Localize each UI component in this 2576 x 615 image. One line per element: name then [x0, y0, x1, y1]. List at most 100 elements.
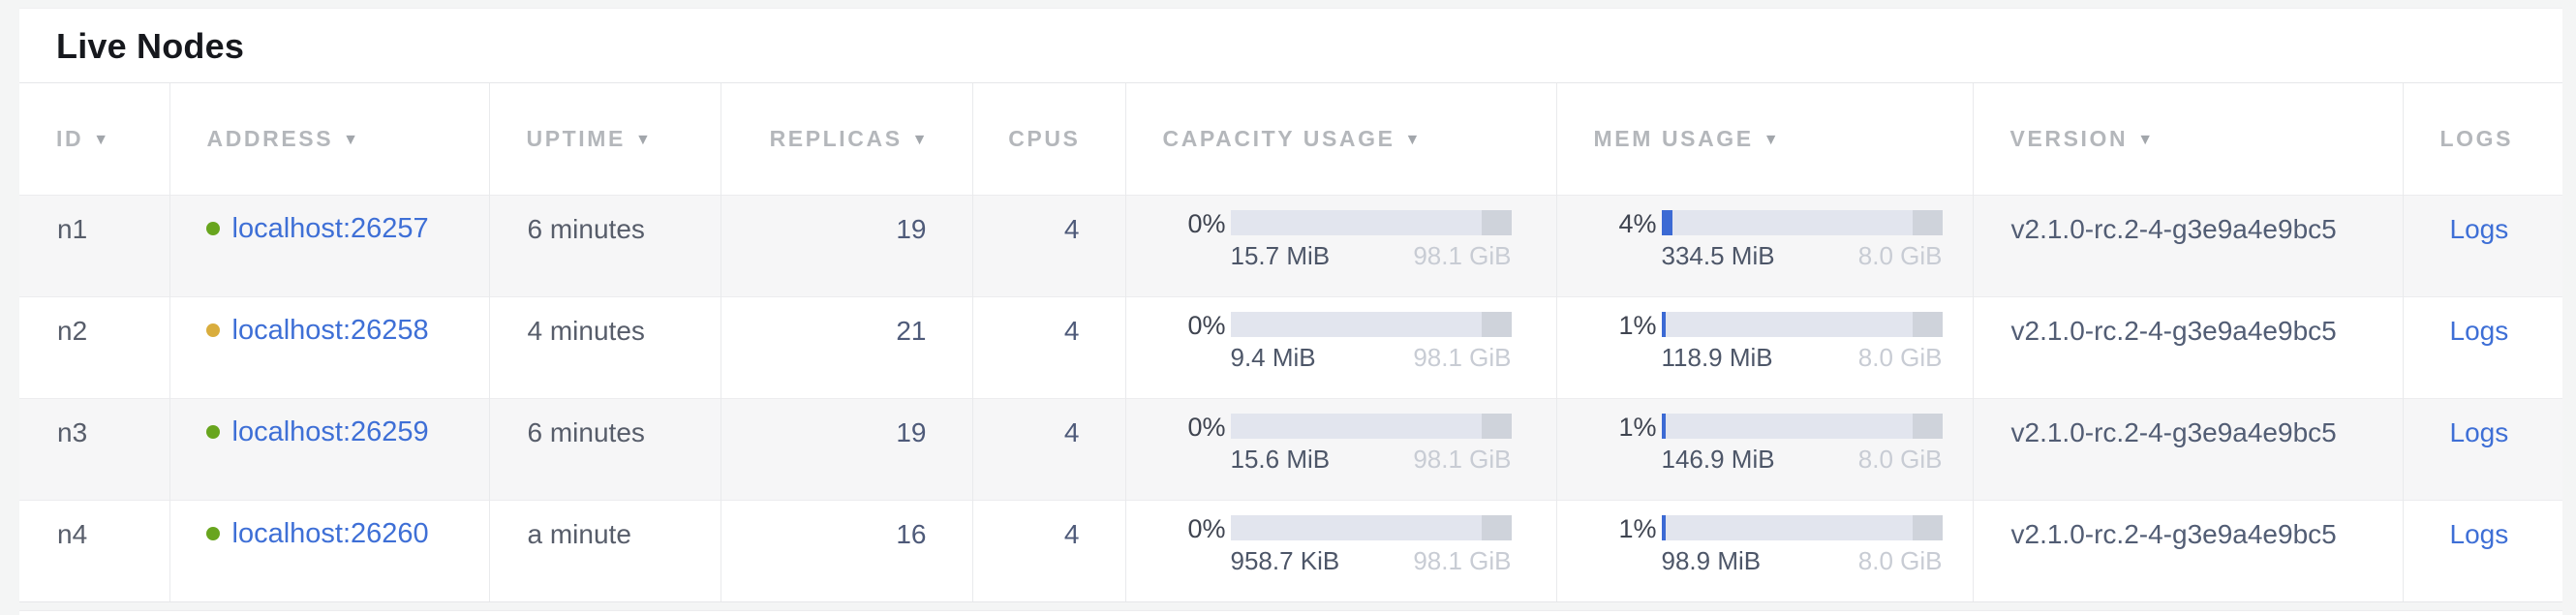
node-uptime-cell: 6 minutes — [488, 195, 721, 296]
mem-percent-label: 4% — [1618, 208, 1657, 238]
node-id: n3 — [57, 416, 88, 447]
capacity-usage-bar — [1230, 311, 1512, 337]
column-header-address[interactable]: ADDRESS ▼ — [169, 83, 489, 195]
mem-used-label: 146.9 MiB — [1661, 444, 1775, 474]
sort-desc-icon: ▼ — [1404, 131, 1421, 148]
logs-link[interactable]: Logs — [2449, 416, 2509, 447]
node-version: v2.1.0-rc.2-4-g3e9a4e9bc5 — [2010, 416, 2337, 447]
node-status-dot — [205, 424, 220, 439]
capacity-percent-label: 0% — [1187, 412, 1226, 442]
node-id: n4 — [57, 518, 88, 549]
bar-fill — [1661, 514, 1666, 540]
column-header-capacity[interactable]: CAPACITY USAGE ▼ — [1124, 83, 1556, 195]
header-row: ID ▼ ADDRESS ▼ UPTIME ▼ REPLICAS ▼ CPUS CAPACITY … — [19, 83, 2562, 195]
bar-end-cap — [1913, 413, 1943, 439]
column-header-mem[interactable]: MEM USAGE ▼ — [1555, 83, 1973, 195]
node-status-dot — [205, 526, 220, 540]
mem-usage-bar — [1661, 413, 1943, 439]
capacity-usage-cell: 0% 15.7 MiB 98.1 GiB — [1124, 195, 1556, 296]
mem-used-label: 98.9 MiB — [1661, 545, 1762, 575]
node-id: n2 — [57, 315, 88, 346]
node-replicas-cell: 19 — [720, 398, 972, 500]
capacity-usage-bar — [1230, 514, 1512, 540]
node-replicas: 19 — [896, 213, 927, 244]
capacity-used-label: 9.4 MiB — [1230, 342, 1316, 372]
mem-percent-label: 1% — [1618, 412, 1657, 442]
column-header-uptime[interactable]: UPTIME ▼ — [488, 83, 721, 195]
bar-end-cap — [1482, 311, 1512, 337]
node-address-link[interactable]: localhost:26258 — [231, 314, 429, 346]
mem-usage-cell: 1% 118.9 MiB 8.0 GiB — [1555, 296, 1973, 398]
logs-link[interactable]: Logs — [2449, 213, 2509, 244]
node-uptime: 6 minutes — [527, 213, 645, 244]
node-uptime-cell: 4 minutes — [488, 296, 721, 398]
column-header-replicas[interactable]: REPLICAS ▼ — [720, 83, 972, 195]
node-uptime: 6 minutes — [527, 416, 645, 447]
node-id-cell: n2 — [19, 296, 169, 398]
node-status-dot — [205, 323, 220, 337]
node-version-cell: v2.1.0-rc.2-4-g3e9a4e9bc5 — [1972, 296, 2403, 398]
column-label: MEM USAGE — [1593, 125, 1754, 151]
bar-end-cap — [1913, 514, 1943, 540]
column-header-cpus: CPUS — [971, 83, 1125, 195]
column-label: LOGS — [2439, 125, 2514, 151]
node-uptime-cell: 6 minutes — [488, 398, 721, 500]
capacity-used-label: 15.6 MiB — [1230, 444, 1331, 474]
sort-desc-icon: ▼ — [343, 131, 359, 148]
node-cpus-cell: 4 — [971, 296, 1125, 398]
table-row: n2 localhost:26258 4 minutes 21 4 0% — [19, 296, 2562, 398]
next-section-edge — [19, 610, 2562, 615]
mem-used-label: 334.5 MiB — [1661, 240, 1775, 270]
mem-usage-cell: 1% 146.9 MiB 8.0 GiB — [1555, 398, 1973, 500]
column-header-version[interactable]: VERSION ▼ — [1972, 83, 2403, 195]
capacity-percent-label: 0% — [1187, 208, 1226, 238]
sort-desc-icon: ▼ — [1763, 131, 1779, 148]
capacity-total-label: 98.1 GiB — [1413, 240, 1512, 270]
bar-end-cap — [1913, 209, 1943, 235]
mem-usage-bar — [1661, 209, 1943, 235]
node-address-link[interactable]: localhost:26257 — [231, 212, 429, 244]
mem-usage-cell: 1% 98.9 MiB 8.0 GiB — [1555, 500, 1973, 601]
column-label: ADDRESS — [206, 125, 334, 151]
bar-end-cap — [1482, 413, 1512, 439]
node-cpus: 4 — [1063, 213, 1080, 244]
mem-usage-bar — [1661, 311, 1943, 337]
capacity-usage-cell: 0% 15.6 MiB 98.1 GiB — [1124, 398, 1556, 500]
node-address-cell: localhost:26258 — [169, 296, 489, 398]
table-row: n3 localhost:26259 6 minutes 19 4 0% — [19, 398, 2562, 500]
node-version-cell: v2.1.0-rc.2-4-g3e9a4e9bc5 — [1972, 398, 2403, 500]
node-cpus: 4 — [1063, 416, 1080, 447]
capacity-usage-bar — [1230, 209, 1512, 235]
bar-fill — [1661, 413, 1666, 439]
mem-usage-bar — [1661, 514, 1943, 540]
node-cpus-cell: 4 — [971, 398, 1125, 500]
node-address-link[interactable]: localhost:26260 — [231, 517, 429, 549]
column-label: UPTIME — [526, 125, 626, 151]
node-uptime: 4 minutes — [527, 315, 645, 346]
capacity-total-label: 98.1 GiB — [1413, 444, 1512, 474]
capacity-usage-cell: 0% 9.4 MiB 98.1 GiB — [1124, 296, 1556, 398]
mem-total-label: 8.0 GiB — [1857, 240, 1943, 270]
bar-end-cap — [1913, 311, 1943, 337]
node-version: v2.1.0-rc.2-4-g3e9a4e9bc5 — [2010, 213, 2337, 244]
logs-link[interactable]: Logs — [2449, 315, 2509, 346]
node-logs-cell: Logs — [2402, 195, 2562, 296]
mem-usage-cell: 4% 334.5 MiB 8.0 GiB — [1555, 195, 1973, 296]
column-header-id[interactable]: ID ▼ — [19, 83, 169, 195]
node-address-link[interactable]: localhost:26259 — [231, 415, 429, 447]
node-version-cell: v2.1.0-rc.2-4-g3e9a4e9bc5 — [1972, 195, 2403, 296]
node-cpus-cell: 4 — [971, 500, 1125, 601]
capacity-total-label: 98.1 GiB — [1413, 342, 1512, 372]
node-uptime-cell: a minute — [488, 500, 721, 601]
node-replicas-cell: 19 — [720, 195, 972, 296]
mem-total-label: 8.0 GiB — [1857, 545, 1943, 575]
logs-link[interactable]: Logs — [2449, 518, 2509, 549]
node-cpus-cell: 4 — [971, 195, 1125, 296]
column-label: CAPACITY USAGE — [1162, 125, 1395, 151]
sort-desc-icon: ▼ — [93, 131, 109, 148]
mem-used-label: 118.9 MiB — [1661, 342, 1773, 372]
node-id-cell: n4 — [19, 500, 169, 601]
bar-fill — [1661, 209, 1673, 235]
column-label: VERSION — [2009, 125, 2129, 151]
node-version: v2.1.0-rc.2-4-g3e9a4e9bc5 — [2010, 518, 2337, 549]
